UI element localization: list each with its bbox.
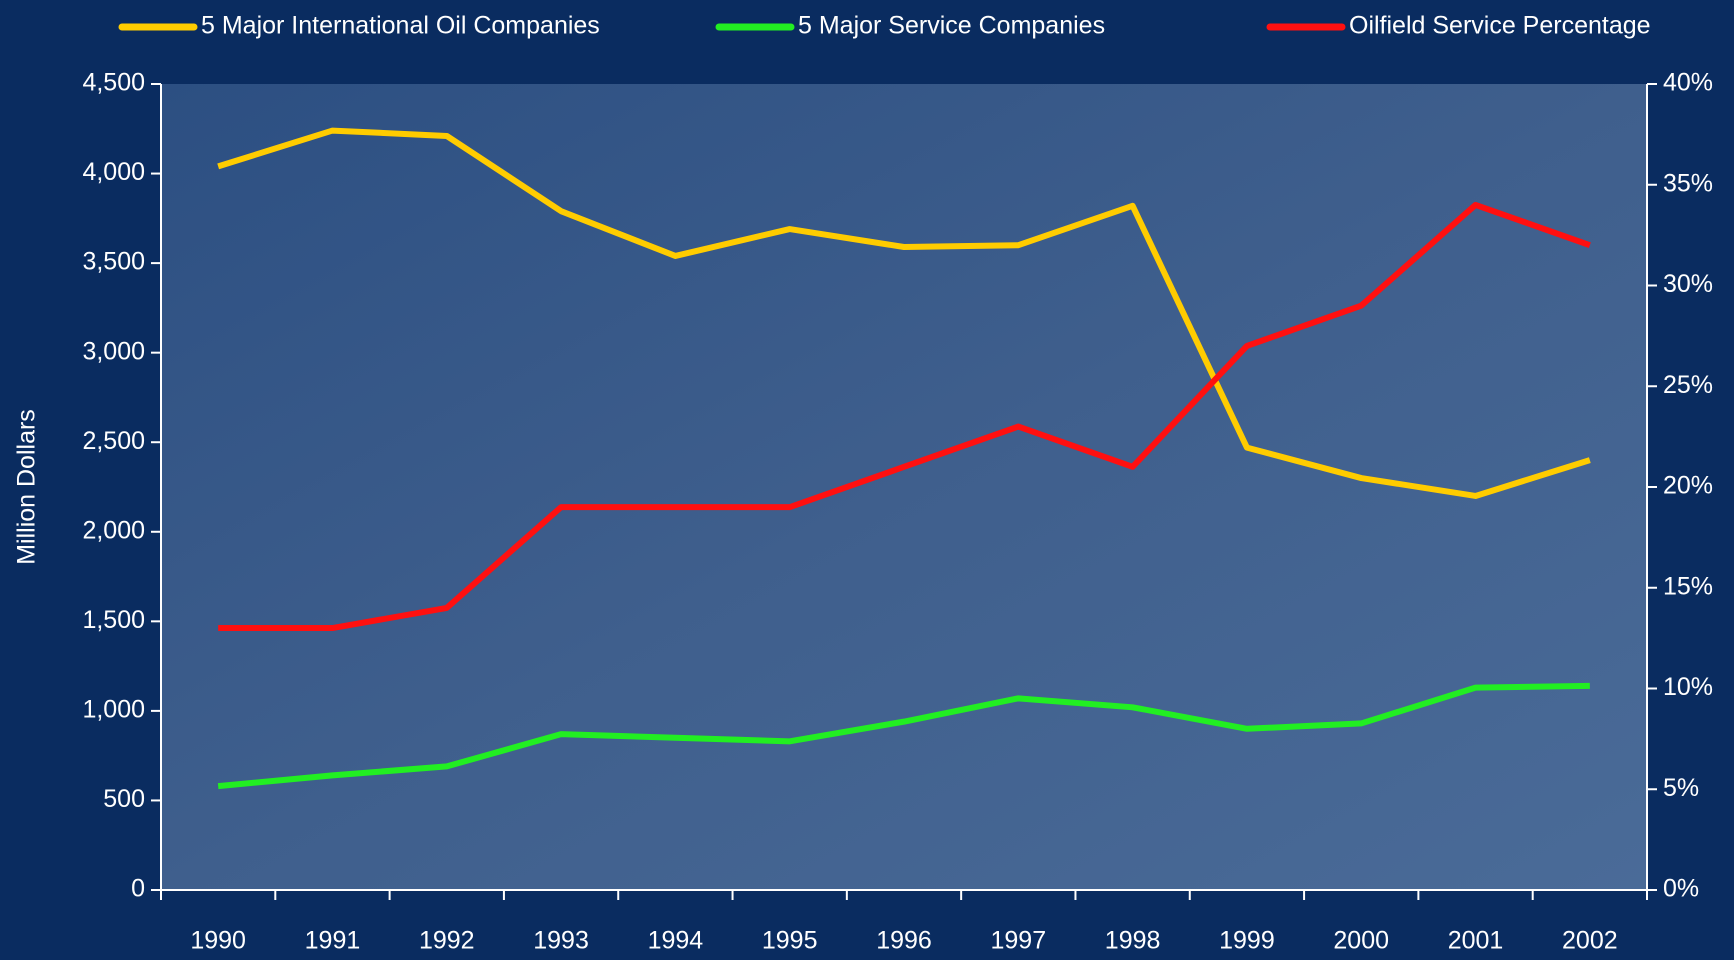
x-tick-label: 1997 xyxy=(990,927,1046,955)
y2-tick-label: 40% xyxy=(1663,69,1713,97)
x-tick-label: 2001 xyxy=(1448,927,1504,955)
y-tick-label: 4,500 xyxy=(82,69,145,97)
y2-tick-label: 35% xyxy=(1663,169,1713,197)
x-tick-label: 2000 xyxy=(1333,927,1389,955)
y-tick-label: 2,000 xyxy=(82,516,145,544)
x-tick-label: 1992 xyxy=(419,927,475,955)
legend-label: 5 Major Service Companies xyxy=(798,12,1105,40)
y-tick-label: 4,000 xyxy=(82,158,145,186)
y-tick-label: 500 xyxy=(103,785,145,813)
y-tick-label: 3,500 xyxy=(82,248,145,276)
y-tick-label: 0 xyxy=(131,875,145,903)
x-tick-label: 1991 xyxy=(305,927,361,955)
y-tick-label: 3,000 xyxy=(82,337,145,365)
x-tick-label: 1996 xyxy=(876,927,932,955)
x-tick-label: 1999 xyxy=(1219,927,1275,955)
chart: Million Dollars 0 500 1,000 1,500 2,000 2,500… xyxy=(0,0,1734,960)
x-tick-label: 1998 xyxy=(1105,927,1161,955)
y-tick-label: 1,000 xyxy=(82,695,145,723)
x-tick-label: 1993 xyxy=(533,927,589,955)
y2-tick-label: 20% xyxy=(1663,472,1713,500)
y2-tick-label: 0% xyxy=(1663,875,1699,903)
y-tick-label: 1,500 xyxy=(82,606,145,634)
y-axis-title: Million Dollars xyxy=(13,409,41,565)
x-tick-label: 1990 xyxy=(190,927,246,955)
y2-tick-label: 30% xyxy=(1663,270,1713,298)
x-tick-label: 2002 xyxy=(1562,927,1618,955)
y2-tick-label: 10% xyxy=(1663,673,1713,701)
x-tick-label: 1995 xyxy=(762,927,818,955)
legend-label: 5 Major International Oil Companies xyxy=(201,12,600,40)
y-tick-label: 2,500 xyxy=(82,427,145,455)
y2-tick-label: 25% xyxy=(1663,371,1713,399)
legend-label: Oilfield Service Percentage xyxy=(1349,12,1651,40)
y2-tick-label: 15% xyxy=(1663,572,1713,600)
x-tick-label: 1994 xyxy=(648,927,704,955)
y2-tick-label: 5% xyxy=(1663,774,1699,802)
